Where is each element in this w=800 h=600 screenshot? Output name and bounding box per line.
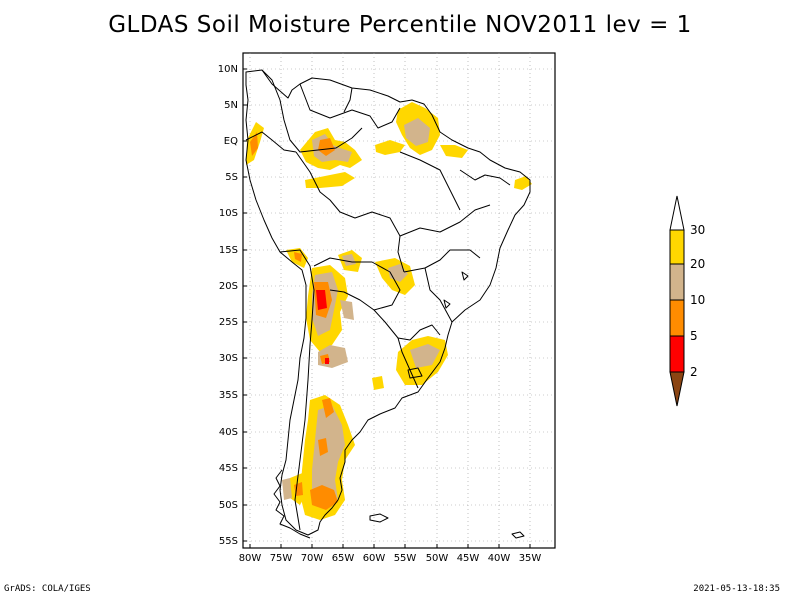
lake [407, 367, 423, 379]
shade-region [514, 176, 532, 190]
lat-label: EQ [224, 136, 238, 147]
fjord-coast [273, 469, 311, 539]
shade-region [325, 358, 329, 364]
lake [461, 271, 469, 281]
shade-region [312, 405, 345, 508]
legend-arrow-bottom [669, 371, 685, 407]
shade-region [318, 438, 328, 456]
lon-label: 60W [363, 553, 386, 564]
lon-label: 70W [301, 553, 324, 564]
shade-region [250, 132, 258, 156]
shade-region [372, 376, 384, 390]
legend-swatch-20-30 [669, 229, 685, 265]
shade-region [310, 485, 338, 510]
lon-label: 80W [239, 553, 262, 564]
footer-credit: GrADS: COLA/IGES [4, 584, 91, 594]
country-border [397, 337, 419, 389]
legend-label: 2 [690, 365, 698, 379]
lat-label: 10S [219, 208, 238, 219]
legend-swatch-10-20 [669, 263, 685, 301]
country-border [459, 169, 511, 186]
lat-label: 40S [219, 427, 238, 438]
lat-label: 5N [224, 100, 238, 111]
lon-label: 40W [488, 553, 511, 564]
shade-region [282, 478, 292, 500]
map-frame [242, 52, 556, 549]
longitude-labels: 80W 75W 70W 65W 60W 55W 50W 45W 40W 35W [239, 553, 542, 564]
lat-label: 20S [219, 281, 238, 292]
country-border [399, 151, 461, 211]
lat-label: 10N [218, 64, 238, 75]
lat-label: 55S [219, 536, 238, 547]
island [369, 513, 389, 523]
country-border [245, 131, 297, 153]
lon-label: 55W [394, 553, 417, 564]
coastlines-and-borders [245, 69, 531, 539]
legend-label: 30 [690, 223, 705, 237]
lat-label: 45S [219, 463, 238, 474]
lat-label: 50S [219, 500, 238, 511]
country-border [424, 267, 453, 323]
shade-region [316, 290, 327, 310]
legend-label: 20 [690, 257, 705, 271]
country-border [295, 151, 405, 273]
country-border [313, 257, 401, 311]
color-legend: 30 20 10 5 2 [669, 195, 705, 407]
legend-arrow-top [669, 195, 685, 231]
legend-swatch-2-5 [669, 335, 685, 373]
shade-region [318, 138, 335, 156]
island [511, 531, 525, 539]
shade-region [294, 252, 302, 262]
lake [443, 299, 451, 309]
country-border [279, 249, 315, 531]
country-border [261, 69, 363, 153]
shade-region [404, 118, 430, 146]
shade-region [440, 145, 468, 158]
country-border [343, 87, 353, 113]
footer-timestamp: 2021-05-13-18:35 [693, 584, 780, 594]
lon-label: 50W [426, 553, 449, 564]
country-border [299, 83, 401, 129]
shade-region [340, 300, 354, 320]
percentile-shading [246, 102, 532, 520]
lon-label: 65W [332, 553, 355, 564]
lat-label: 15S [219, 245, 238, 256]
lat-label: 35S [219, 390, 238, 401]
continent-outline [245, 69, 531, 536]
country-border [399, 204, 491, 237]
lon-label: 35W [519, 553, 542, 564]
legend-label: 10 [690, 293, 705, 307]
axis-ticks [243, 68, 531, 548]
lon-label: 45W [457, 553, 480, 564]
country-border [403, 249, 481, 273]
lon-label: 75W [270, 553, 293, 564]
map-title: GLDAS Soil Moisture Percentile NOV2011 l… [108, 12, 692, 38]
latitude-labels: 10N 5N EQ 5S 10S 15S 20S 25S 30S 35S 40S… [218, 64, 238, 547]
shade-region [305, 172, 355, 188]
shade-region [342, 254, 356, 266]
shade-region [375, 140, 405, 155]
country-border [373, 309, 441, 341]
shade-region [410, 344, 440, 368]
legend-swatch-5-10 [669, 299, 685, 337]
shade-region [322, 398, 334, 418]
legend-label: 5 [690, 329, 698, 343]
lat-label: 30S [219, 353, 238, 364]
lat-label: 25S [219, 317, 238, 328]
lat-label: 5S [225, 172, 238, 183]
